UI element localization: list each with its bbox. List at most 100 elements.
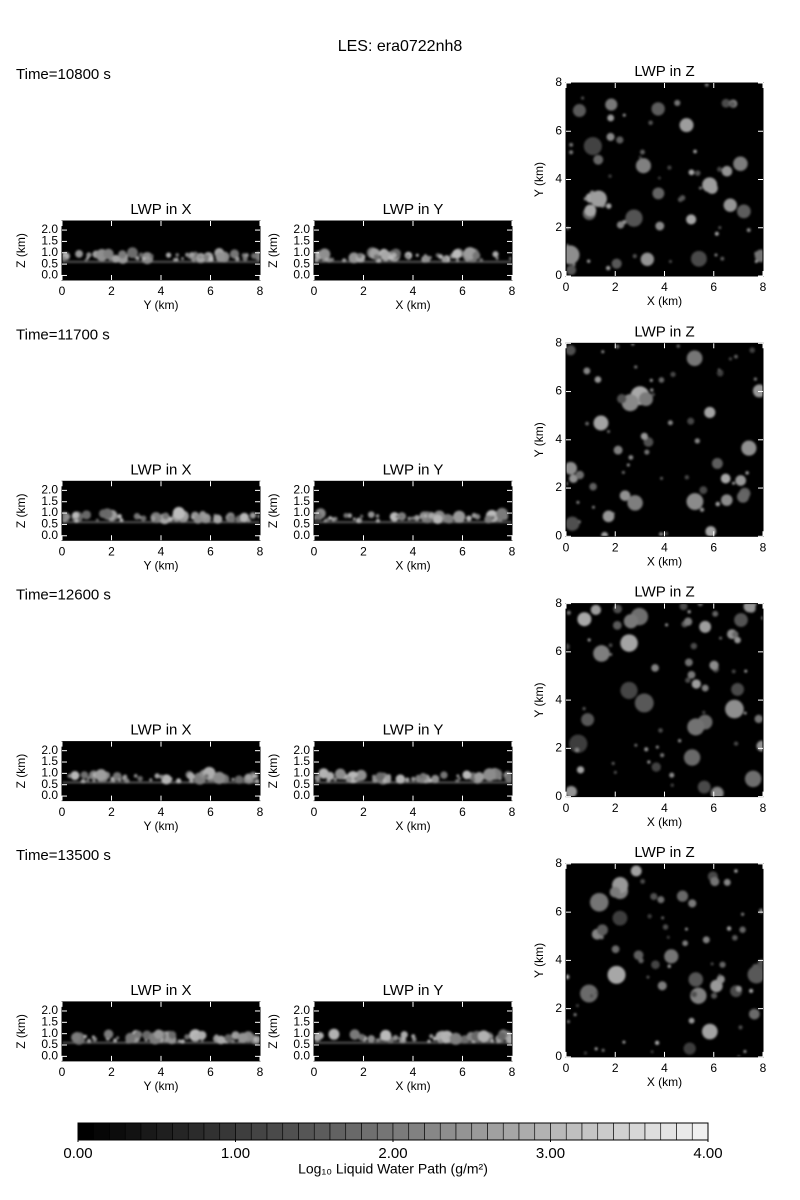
cloud <box>602 510 615 523</box>
cloud <box>71 1032 81 1043</box>
cloud <box>694 438 700 444</box>
x-tick-label: 2 <box>360 544 367 558</box>
cloud <box>658 377 665 383</box>
cloud <box>342 258 346 263</box>
cloud <box>717 368 721 372</box>
cloud <box>658 728 663 733</box>
cloud <box>314 512 322 520</box>
cloud <box>657 896 665 904</box>
cloud <box>317 774 321 778</box>
panel-background <box>566 863 763 1057</box>
cloud <box>715 501 721 507</box>
cloud-field <box>566 343 763 537</box>
cloud <box>375 1038 380 1042</box>
cloud <box>418 778 425 784</box>
cloud <box>748 988 754 994</box>
cloud <box>754 251 759 256</box>
cloud <box>400 1031 408 1039</box>
colorbar-step <box>93 1122 110 1141</box>
cloud <box>686 350 703 367</box>
cloud <box>154 773 160 779</box>
cloud <box>622 113 626 117</box>
cloud <box>347 513 353 518</box>
cloud <box>134 1030 143 1039</box>
cloud <box>625 209 643 227</box>
cloud <box>87 776 91 780</box>
colorbar-step <box>455 1122 473 1141</box>
cloud <box>165 252 172 258</box>
cloud <box>704 406 716 419</box>
cloud <box>254 778 260 784</box>
cloud <box>711 457 723 469</box>
cloud <box>657 981 667 991</box>
y-tick-label: 0.0 <box>41 1049 58 1063</box>
cloud <box>324 257 329 262</box>
cloud <box>373 254 380 261</box>
cloud <box>605 98 618 111</box>
cloud <box>608 643 613 648</box>
cloud <box>249 512 257 519</box>
cloud <box>63 513 71 520</box>
cloud <box>80 771 89 779</box>
cloud <box>438 254 444 260</box>
y-tick-label: 0.5 <box>293 517 310 531</box>
cloud <box>80 779 85 784</box>
y-tick-label: 0.5 <box>293 256 310 270</box>
y-tick-label: 2.0 <box>293 222 310 236</box>
cloud <box>62 256 67 261</box>
cloud <box>159 774 164 780</box>
cloud <box>740 912 745 916</box>
cloud <box>612 910 628 926</box>
cloud <box>566 785 578 797</box>
colorbar-step <box>329 1122 347 1141</box>
cloud <box>638 391 653 407</box>
colorbar-step <box>219 1122 236 1141</box>
cloud <box>231 777 235 781</box>
cloud-field <box>62 766 260 785</box>
cloud <box>504 773 512 783</box>
cloud <box>575 470 585 480</box>
cloud <box>197 1030 207 1040</box>
y-tick-label: 4 <box>555 692 562 706</box>
cloud <box>566 643 570 650</box>
cloud <box>496 1038 501 1044</box>
y-tick-label: 4 <box>555 172 562 186</box>
x-tick-label: 0 <box>59 544 66 558</box>
cloud <box>227 515 236 523</box>
y-tick-label: 0.5 <box>293 777 310 791</box>
cloud <box>664 949 679 964</box>
cloud <box>86 779 90 783</box>
cloud <box>569 150 574 155</box>
cloud <box>739 926 746 933</box>
time-label: Time=11700 s <box>16 326 110 343</box>
y-tick-label: 0.0 <box>293 268 310 282</box>
cloud <box>640 252 655 267</box>
cloud <box>691 991 698 998</box>
cloud <box>415 774 421 781</box>
x-tick-label: 0 <box>311 805 318 819</box>
cloud <box>630 865 642 877</box>
cloud <box>670 783 674 787</box>
cloud <box>635 158 651 174</box>
cloud <box>375 514 380 518</box>
x-axis-label: X (km) <box>647 1075 682 1089</box>
x-tick-label: 2 <box>360 805 367 819</box>
cloud <box>596 924 608 936</box>
x-tick-label: 0 <box>59 284 66 298</box>
panel-background <box>314 741 512 801</box>
y-tick-label: 1.5 <box>41 754 58 768</box>
cloud <box>343 512 349 518</box>
cloud <box>720 370 724 374</box>
cloud <box>457 777 462 781</box>
colorbar-step <box>140 1122 158 1141</box>
cloud <box>731 682 745 696</box>
cloud <box>498 514 504 519</box>
cloud <box>699 507 705 512</box>
cloud <box>628 455 634 460</box>
cloud <box>593 415 609 431</box>
cloud <box>627 495 643 511</box>
y-axis-label: Z (km) <box>14 754 28 789</box>
cloud <box>395 515 399 519</box>
cloud <box>582 707 586 711</box>
cloud <box>150 515 156 521</box>
